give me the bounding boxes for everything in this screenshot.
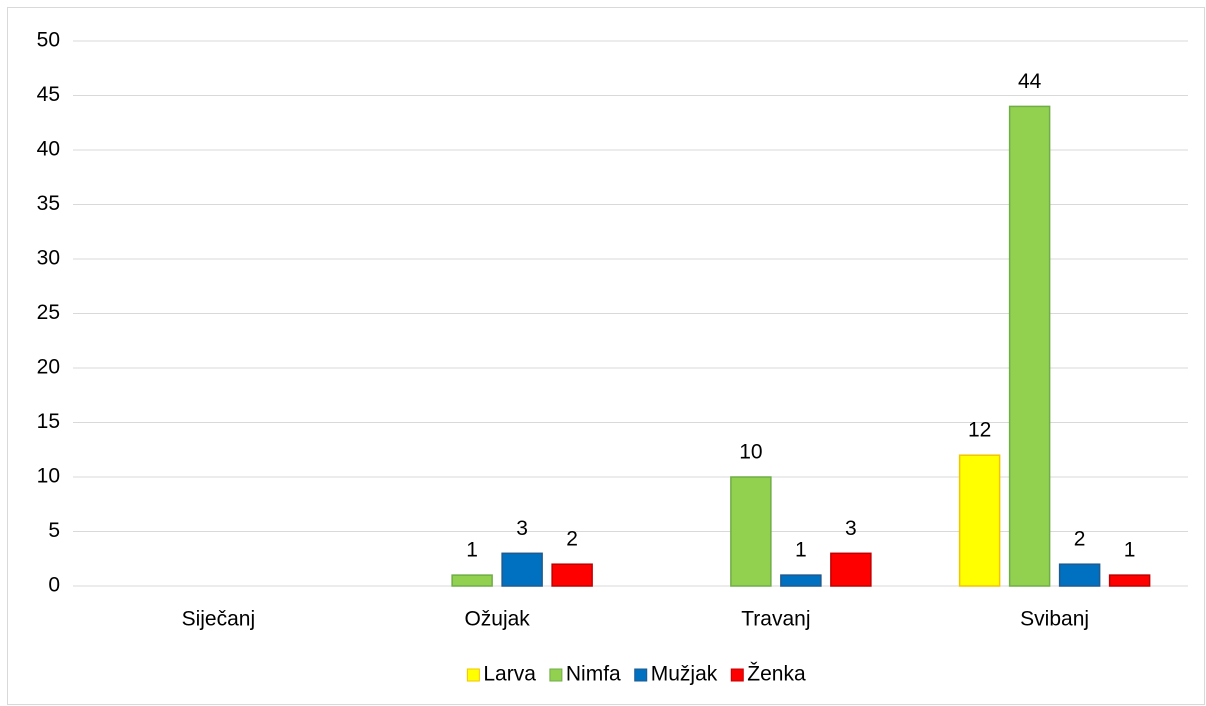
y-tick-label: 45 bbox=[37, 83, 60, 106]
data-label: 2 bbox=[1074, 528, 1086, 551]
legend-label: Nimfa bbox=[566, 663, 621, 686]
x-tick-label: Svibanj bbox=[1020, 608, 1089, 631]
legend-swatch bbox=[466, 668, 480, 682]
data-label: 1 bbox=[795, 539, 807, 562]
data-label: 12 bbox=[968, 419, 991, 442]
data-label: 44 bbox=[1018, 70, 1042, 93]
legend-swatch bbox=[730, 668, 744, 682]
x-tick-label: Travanj bbox=[741, 608, 810, 631]
data-label: 3 bbox=[516, 517, 528, 540]
y-tick-label: 50 bbox=[37, 29, 60, 52]
legend-label: Larva bbox=[483, 663, 536, 686]
x-tick-label: Ožujak bbox=[464, 608, 530, 631]
y-tick-label: 0 bbox=[48, 574, 60, 597]
legend-label: Mužjak bbox=[651, 663, 718, 686]
y-tick-label: 20 bbox=[37, 356, 60, 379]
y-tick-label: 35 bbox=[37, 192, 60, 215]
y-tick-label: 15 bbox=[37, 410, 60, 433]
y-tick-label: 10 bbox=[37, 465, 60, 488]
legend-label: Ženka bbox=[747, 663, 806, 686]
bar bbox=[958, 454, 1001, 587]
y-tick-label: 25 bbox=[37, 301, 60, 324]
y-tick-label: 30 bbox=[37, 247, 60, 270]
y-tick-label: 5 bbox=[48, 519, 60, 542]
legend-swatch bbox=[549, 668, 563, 682]
bar bbox=[780, 574, 822, 587]
bar bbox=[1058, 563, 1101, 587]
data-label: 2 bbox=[566, 528, 578, 551]
chart-border bbox=[7, 7, 1205, 705]
bar bbox=[1108, 574, 1151, 587]
legend-swatch bbox=[634, 668, 648, 682]
bar bbox=[451, 574, 493, 587]
bar bbox=[830, 552, 872, 587]
data-label: 1 bbox=[1124, 539, 1136, 562]
bar bbox=[551, 563, 593, 587]
y-tick-label: 40 bbox=[37, 138, 60, 161]
bar bbox=[501, 552, 543, 587]
bar bbox=[730, 476, 772, 587]
bar bbox=[1008, 105, 1051, 587]
data-label: 10 bbox=[739, 441, 762, 464]
data-label: 3 bbox=[845, 517, 857, 540]
x-tick-label: Siječanj bbox=[182, 608, 256, 631]
data-label: 1 bbox=[466, 539, 478, 562]
